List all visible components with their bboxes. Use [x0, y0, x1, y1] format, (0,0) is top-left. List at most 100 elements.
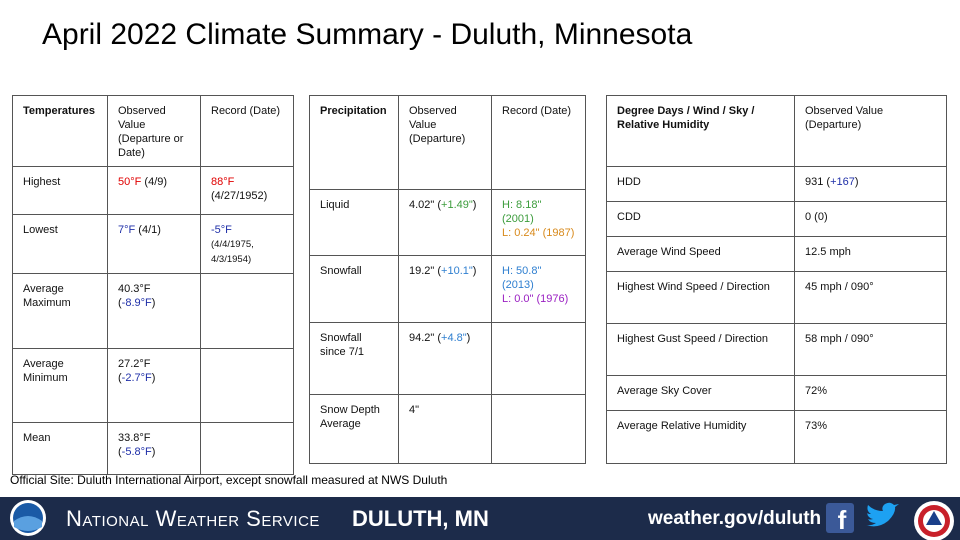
table-cell: Average Maximum — [12, 273, 108, 349]
table-row: CDD 0 (0) — [606, 201, 947, 237]
table-row: Snowfall since 7/1 94.2" (+4.8") — [309, 322, 586, 395]
cell-line: 931 (+167) — [805, 175, 936, 189]
cell-text: Lowest — [23, 224, 58, 236]
cell-text: ) — [466, 332, 471, 344]
footer-bar: f National Weather Service Duluth, MN we… — [0, 497, 960, 540]
cell-text: Average Wind Speed — [617, 246, 721, 258]
cell-line: 40.3°F (-8.9°F) — [118, 282, 190, 310]
table-cell: Record (Date) — [200, 95, 294, 167]
cell-text: Average Relative Humidity — [617, 420, 747, 432]
table-cell: Mean — [12, 422, 108, 475]
footnote: Official Site: Duluth International Airp… — [10, 473, 448, 487]
cell-text: Precipitation — [320, 105, 387, 117]
cell-text: 33.8°F ( — [118, 432, 151, 458]
table-cell: Average Relative Humidity — [606, 410, 795, 464]
cell-line: Lowest — [23, 223, 97, 237]
table-cell: 7°F (4/1) — [107, 214, 201, 274]
table-row: Highest Wind Speed / Direction 45 mph / 0… — [606, 271, 947, 324]
cell-text: H: 8.18" (2001) — [502, 199, 542, 225]
table-cell: 19.2" (+10.1") — [398, 255, 492, 323]
cell-line: Degree Days / Wind / Sky / Relative Humi… — [617, 104, 784, 132]
table-cell: Highest — [12, 166, 108, 215]
cell-line: Snowfall since 7/1 — [320, 331, 388, 359]
table-cell: Highest Wind Speed / Direction — [606, 271, 795, 324]
table-row: Average Relative Humidity 73% — [606, 410, 947, 464]
table-cell: H: 50.8" (2013) L: 0.0" (1976) — [491, 255, 586, 323]
table-cell: 72% — [794, 375, 947, 411]
cell-text: Highest — [23, 176, 61, 188]
cell-text: 40.3°F ( — [118, 283, 151, 309]
cell-text: Record (Date) — [211, 105, 281, 117]
cell-text: Temperatures — [23, 105, 95, 117]
cell-text: -2.7°F — [121, 372, 152, 384]
cell-line: Mean — [23, 431, 97, 445]
cell-line: Observed Value (Departure) — [409, 104, 481, 146]
agency-name: National Weather Service — [66, 506, 320, 531]
office-name: Duluth, MN — [352, 506, 489, 531]
table-row: Lowest 7°F (4/1) -5°F (4/4/1975, 4/3/1954) — [12, 214, 294, 274]
cell-text: Observed Value (Departure) — [409, 105, 466, 145]
cell-line: H: 8.18" (2001) — [502, 198, 575, 226]
cell-line: 33.8°F (-5.8°F) — [118, 431, 190, 459]
cell-text: -8.9°F — [121, 297, 152, 309]
cell-text: Average Maximum — [23, 283, 71, 309]
table-row: Temperatures Observed Value (Departure or… — [12, 95, 294, 167]
cell-text: Degree Days / Wind / Sky / Relative Humi… — [617, 105, 755, 131]
cell-line: Average Sky Cover — [617, 384, 784, 398]
cell-text: (4/27/1952) — [211, 190, 268, 202]
table-cell: Average Wind Speed — [606, 236, 795, 272]
table-cell: Precipitation — [309, 95, 399, 190]
table-cell: Observed Value (Departure) — [398, 95, 492, 190]
cell-text: Average Sky Cover — [617, 385, 712, 397]
cell-text: Mean — [23, 432, 51, 444]
cell-text: L: 0.0" (1976) — [502, 293, 569, 305]
cell-line: Temperatures — [23, 104, 97, 118]
cell-text: 94.2" ( — [409, 332, 442, 344]
table-cell: 33.8°F (-5.8°F) — [107, 422, 201, 475]
table-cell: Snow Depth Average — [309, 394, 399, 464]
cell-text: 4.02" ( — [409, 199, 442, 211]
data-table: Precipitation Observed Value (Departure) R… — [309, 95, 586, 464]
table-cell: Record (Date) — [491, 95, 586, 190]
table-cell — [200, 273, 294, 349]
cell-line: Average Maximum — [23, 282, 97, 310]
cell-text: 58 mph / 090° — [805, 333, 874, 345]
cell-line: 72% — [805, 384, 936, 398]
table-row: Average Maximum 40.3°F (-8.9°F) — [12, 273, 294, 349]
cell-line: 12.5 mph — [805, 245, 936, 259]
cell-text: +167 — [830, 176, 855, 188]
cell-text: 931 ( — [805, 176, 831, 188]
table-cell: Snowfall — [309, 255, 399, 323]
cell-line: 4.02" (+1.49") — [409, 198, 481, 212]
cell-line: Observed Value (Departure or Date) — [118, 104, 190, 160]
table-row: HDD 931 (+167) — [606, 166, 947, 202]
cell-line: Observed Value (Departure) — [805, 104, 936, 132]
table-cell: CDD — [606, 201, 795, 237]
cell-line: CDD — [617, 210, 784, 224]
table-row: Liquid 4.02" (+1.49") H: 8.18" (2001) L: 0.… — [309, 189, 586, 256]
cell-text: 7°F — [118, 224, 136, 236]
cell-line: 7°F (4/1) — [118, 223, 190, 237]
table-cell: 931 (+167) — [794, 166, 947, 202]
cell-text: 45 mph / 090° — [805, 281, 874, 293]
table-cell: 88°F (4/27/1952) — [200, 166, 294, 215]
cell-text: (4/1) — [135, 224, 161, 236]
table-cell: 27.2°F (-2.7°F) — [107, 348, 201, 423]
table-cell: -5°F (4/4/1975, 4/3/1954) — [200, 214, 294, 274]
cell-line: -5°F — [211, 223, 283, 237]
table-cell: 4.02" (+1.49") — [398, 189, 492, 256]
table-row: Highest 50°F (4/9) 88°F (4/27/1952) — [12, 166, 294, 215]
table-row: Mean 33.8°F (-5.8°F) — [12, 422, 294, 475]
cell-text: HDD — [617, 176, 641, 188]
table-cell: 73% — [794, 410, 947, 464]
table-cell: Degree Days / Wind / Sky / Relative Humi… — [606, 95, 795, 167]
cell-text: -5°F — [211, 224, 232, 236]
cell-text: Observed Value (Departure) — [805, 105, 884, 131]
cell-text: 19.2" ( — [409, 265, 442, 277]
cell-line: Liquid — [320, 198, 388, 212]
table-cell: Observed Value (Departure) — [794, 95, 947, 167]
cell-text: ) — [151, 446, 156, 458]
cell-text: -5.8°F — [121, 446, 152, 458]
cell-text: Record (Date) — [502, 105, 572, 117]
cell-text: Snowfall since 7/1 — [320, 332, 365, 358]
